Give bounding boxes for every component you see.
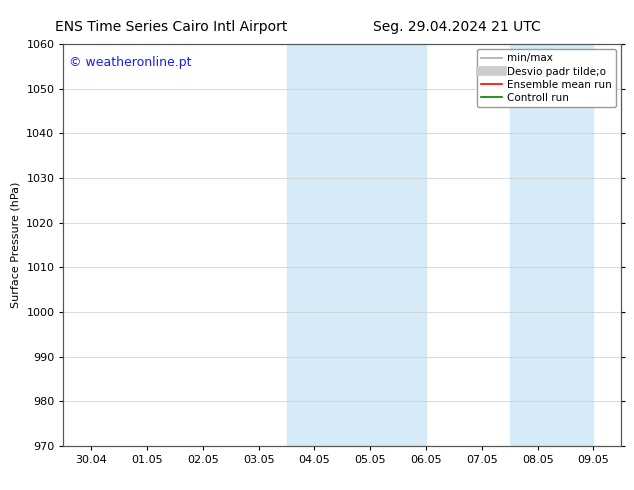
- Legend: min/max, Desvio padr tilde;o, Ensemble mean run, Controll run: min/max, Desvio padr tilde;o, Ensemble m…: [477, 49, 616, 107]
- Text: Seg. 29.04.2024 21 UTC: Seg. 29.04.2024 21 UTC: [373, 20, 540, 34]
- Text: © weatheronline.pt: © weatheronline.pt: [69, 56, 191, 69]
- Bar: [510, 44, 593, 446]
- Y-axis label: Surface Pressure (hPa): Surface Pressure (hPa): [11, 182, 21, 308]
- Bar: [287, 44, 426, 446]
- Text: ENS Time Series Cairo Intl Airport: ENS Time Series Cairo Intl Airport: [55, 20, 287, 34]
